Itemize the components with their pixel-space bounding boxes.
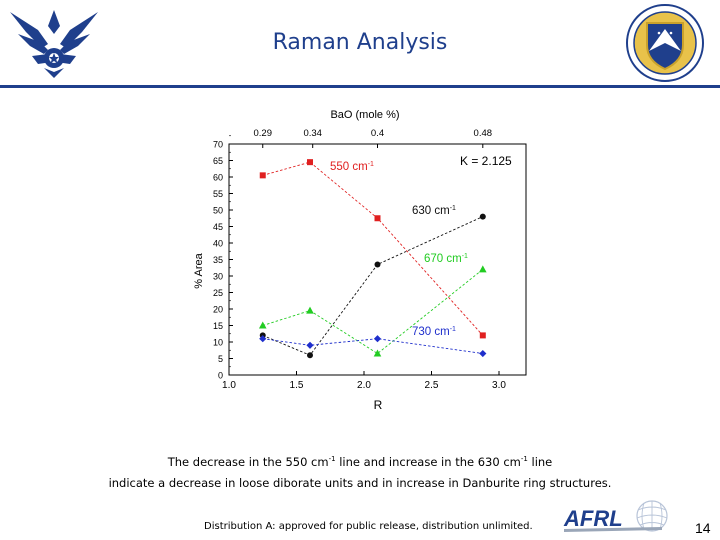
series-730-label-text: 730 cm	[412, 326, 450, 338]
series-670-line	[262, 269, 484, 355]
y-tick-label: 40	[213, 239, 223, 249]
air-force-logo	[10, 10, 98, 78]
y-tick-label: 65	[213, 156, 223, 166]
y-tick-label: 30	[213, 272, 223, 282]
y-tick-label: 20	[213, 305, 223, 315]
series-730-point	[259, 335, 267, 343]
series-670-point	[258, 321, 267, 329]
x-tick-label: 1.5	[290, 380, 304, 391]
series-630-point	[374, 261, 381, 268]
x-tick-label: 2.5	[425, 380, 439, 391]
series-550-label-sup: -1	[368, 161, 374, 168]
series-730-label: 730 cm-1	[412, 326, 456, 338]
y-tick-label: 55	[213, 189, 223, 199]
y-tick-label: 70	[213, 140, 223, 150]
caption-text-b: line and increase in the 630 cm	[335, 455, 521, 469]
top-tick-label: 0.48	[474, 128, 493, 139]
series-730-point	[479, 349, 487, 358]
series-630-line	[262, 216, 483, 356]
top-axis-label: BaO (mole %)	[330, 109, 399, 121]
x-tick-label: 3.0	[492, 380, 506, 391]
afrl-seal	[626, 4, 704, 82]
series-670-point	[306, 306, 314, 314]
series-670-point	[373, 349, 382, 357]
y-tick-label: 35	[213, 255, 223, 265]
series-630-label: 630 cm-1	[412, 205, 456, 217]
series-630-point	[307, 352, 313, 359]
raman-chart: 0 5 10 15 20 25 30 35 40 45 50 55 60 65 70 1.0 1.5 2.0 2.5…	[193, 109, 527, 412]
series-630-point	[479, 213, 486, 220]
caption-sup-1: -1	[328, 455, 336, 464]
series-630-label-text: 630 cm	[412, 205, 450, 217]
series-550-point	[259, 172, 266, 179]
series-550-point	[374, 215, 381, 222]
series-670-point	[479, 265, 487, 273]
series-630-label-sup: -1	[450, 205, 456, 212]
y-tick-label: 50	[213, 206, 223, 216]
y-tick-label: 25	[213, 288, 223, 298]
top-tick-label: 0.29	[254, 128, 273, 139]
x-tick-label: 1.0	[222, 380, 236, 391]
series-670-label: 670 cm-1	[424, 253, 468, 265]
afrl-logo: AFRL	[563, 500, 668, 532]
series-550-label-text: 550 cm	[330, 161, 368, 173]
x-axis-label: R	[374, 398, 383, 412]
series-550-label: 550 cm-1	[330, 161, 374, 173]
k-annotation: K = 2.125	[460, 154, 512, 168]
top-tick-label: 0.4	[371, 128, 384, 139]
afrl-wordmark: AFRL	[563, 506, 623, 531]
series-730-label-sup: -1	[450, 326, 456, 333]
caption-text-a: The decrease in the 550 cm	[167, 455, 329, 469]
y-tick-label: 5	[218, 354, 223, 364]
series-670-label-sup: -1	[462, 253, 468, 260]
series-730-point	[373, 335, 382, 343]
page-number: 14	[695, 520, 711, 536]
distribution-statement: Distribution A: approved for public rele…	[204, 521, 533, 532]
series-730-line	[262, 338, 483, 354]
caption-text-c: line	[527, 455, 553, 469]
caption-line-2: indicate a decrease in loose diborate un…	[108, 476, 612, 490]
series-670-label-text: 670 cm	[424, 253, 462, 265]
y-tick-label: 15	[213, 321, 223, 331]
series-550-point	[479, 332, 486, 339]
series-550-point	[307, 159, 313, 166]
caption-line-1: The decrease in the 550 cm-1 line and in…	[0, 455, 720, 469]
y-tick-label: 0	[218, 371, 223, 381]
series-730-point	[306, 341, 314, 349]
page-title: Raman Analysis	[272, 30, 448, 55]
y-axis-label: % Area	[193, 252, 205, 288]
series-550-line	[262, 161, 484, 336]
y-tick-label: 60	[213, 173, 223, 183]
x-tick-label: 2.0	[357, 380, 371, 391]
header-rule	[0, 85, 720, 88]
caption-sup-2: -1	[520, 455, 528, 464]
y-tick-label: 45	[213, 222, 223, 232]
y-tick-label: 10	[213, 338, 223, 348]
top-tick-label: 0.34	[303, 128, 322, 139]
